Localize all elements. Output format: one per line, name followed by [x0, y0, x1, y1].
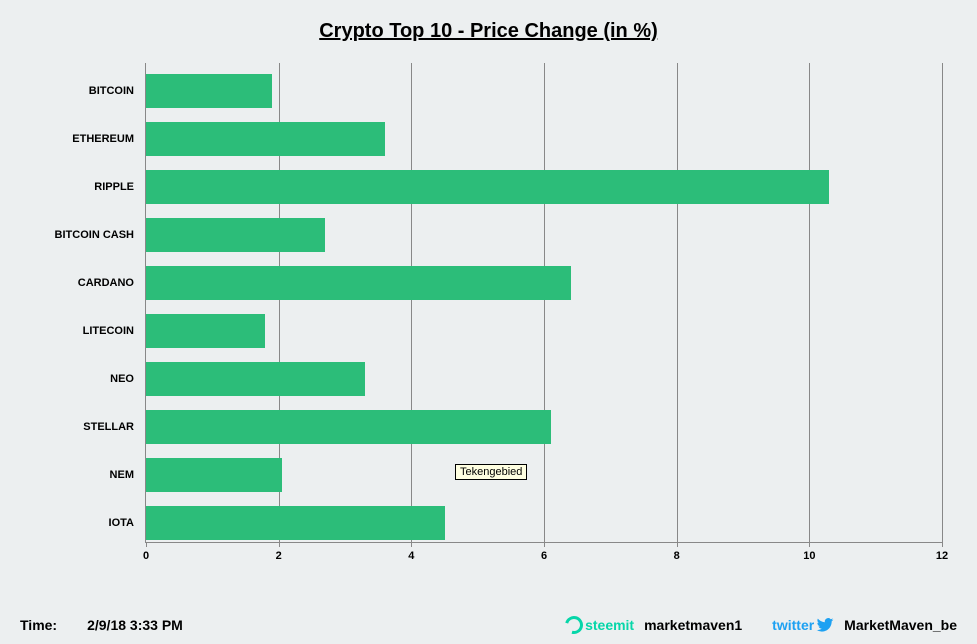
steemit-handle: marketmaven1 [644, 617, 742, 633]
bar-row [146, 170, 829, 204]
y-tick-label: STELLAR [83, 421, 134, 433]
twitter-icon: twitter [772, 617, 834, 633]
plot-area: 024681012 [145, 63, 942, 543]
bar [146, 170, 829, 204]
bar-row [146, 314, 265, 348]
x-tick-mark [146, 542, 147, 547]
x-tick-label: 6 [541, 550, 547, 562]
bar [146, 74, 272, 108]
y-tick-label: LITECOIN [83, 325, 134, 337]
bar [146, 410, 551, 444]
steemit-label: steemit [585, 617, 634, 633]
y-tick-label: IOTA [109, 517, 134, 529]
gridline [942, 63, 943, 542]
x-tick-mark [809, 542, 810, 547]
bar [146, 458, 282, 492]
tooltip: Tekengebied [455, 464, 527, 480]
gridline [677, 63, 678, 542]
steemit-icon: steemit [565, 616, 634, 634]
x-tick-mark [411, 542, 412, 547]
twitter-bird-icon [816, 618, 834, 632]
y-tick-label: CARDANO [78, 277, 134, 289]
chart-area: BITCOINETHEREUMRIPPLEBITCOIN CASHCARDANO… [145, 63, 942, 583]
bar [146, 122, 385, 156]
x-tick-label: 4 [408, 550, 414, 562]
tooltip-text: Tekengebied [460, 466, 522, 478]
bar-row [146, 506, 445, 540]
gridline [544, 63, 545, 542]
bar-row [146, 266, 571, 300]
x-tick-label: 12 [936, 550, 948, 562]
y-tick-label: NEM [110, 469, 134, 481]
bar-row [146, 410, 551, 444]
x-tick-label: 10 [803, 550, 815, 562]
gridline [809, 63, 810, 542]
x-tick-mark [677, 542, 678, 547]
y-tick-label: NEO [110, 373, 134, 385]
twitter-label: twitter [772, 617, 814, 633]
y-tick-label: BITCOIN [89, 85, 134, 97]
bar-row [146, 218, 325, 252]
twitter-handle: MarketMaven_be [844, 617, 957, 633]
bar [146, 362, 365, 396]
bar [146, 314, 265, 348]
gridline [411, 63, 412, 542]
bar-row [146, 458, 282, 492]
time-label: Time: [20, 617, 57, 633]
x-tick-mark [544, 542, 545, 547]
x-tick-label: 0 [143, 550, 149, 562]
x-tick-label: 8 [674, 550, 680, 562]
x-tick-label: 2 [276, 550, 282, 562]
y-tick-label: ETHEREUM [72, 133, 134, 145]
bar [146, 506, 445, 540]
chart-title: Crypto Top 10 - Price Change (in %) [20, 20, 957, 43]
bar [146, 218, 325, 252]
footer: Time: 2/9/18 3:33 PM steemit marketmaven… [20, 616, 957, 634]
time-value: 2/9/18 3:33 PM [87, 617, 183, 633]
bar-row [146, 122, 385, 156]
chart-container: Crypto Top 10 - Price Change (in %) BITC… [0, 0, 977, 644]
x-tick-mark [942, 542, 943, 547]
x-tick-mark [279, 542, 280, 547]
y-tick-label: RIPPLE [94, 181, 134, 193]
bar-row [146, 362, 365, 396]
y-axis: BITCOIN ETHEREUM RIPPLE BITCOIN CASH CARDANO… [20, 63, 140, 543]
bar [146, 266, 571, 300]
bar-row [146, 74, 272, 108]
y-tick-label: BITCOIN CASH [55, 229, 134, 241]
